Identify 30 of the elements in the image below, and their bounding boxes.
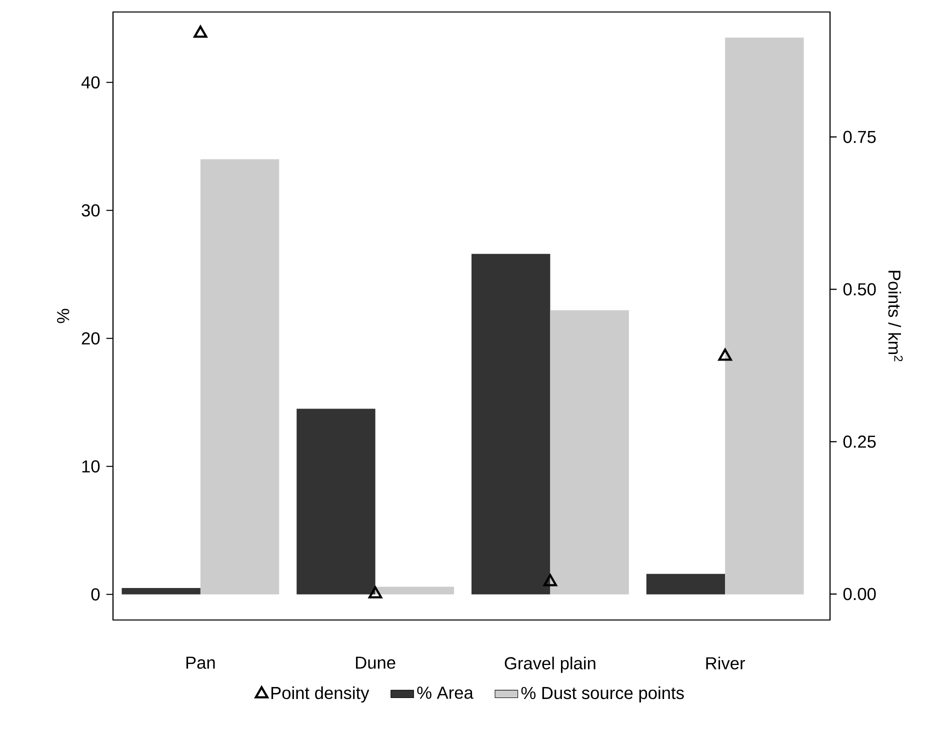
bar: [375, 586, 454, 594]
point: [718, 348, 732, 361]
y2-tick-label: 0.75: [843, 130, 876, 144]
x-tick-label: Gravel plain: [504, 656, 596, 673]
y-axis-title: %: [57, 308, 70, 324]
x-tick-label: Pan: [186, 656, 215, 669]
y2-tick-label: 0.00: [843, 588, 876, 600]
y-tick-label: 20: [82, 332, 100, 345]
bar: [646, 574, 726, 594]
legend-label: % Area: [417, 686, 474, 699]
y2-axis-title: Points / km$^{2}$: [888, 270, 903, 362]
bar: [472, 254, 550, 594]
y-tick-label: 30: [82, 204, 100, 217]
x-tick-label: Dune: [356, 656, 396, 669]
bar: [296, 408, 376, 594]
y-tick-label: 40: [81, 76, 100, 89]
bar: [122, 588, 200, 594]
bar: [200, 159, 280, 594]
y-tick-label: 0: [91, 588, 100, 601]
y2-tick-label: 0.25: [843, 436, 876, 448]
bar: [550, 310, 629, 594]
point: [543, 574, 558, 586]
bar: [725, 38, 804, 594]
legend-label: % Dust source points: [521, 686, 684, 703]
x-tick-label: River: [706, 656, 745, 670]
point: [368, 586, 382, 598]
legend-label: Point density: [271, 686, 370, 703]
point: [194, 26, 208, 38]
y2-tick-label: 0.50: [843, 283, 876, 296]
y-tick-label: 10: [82, 460, 100, 473]
